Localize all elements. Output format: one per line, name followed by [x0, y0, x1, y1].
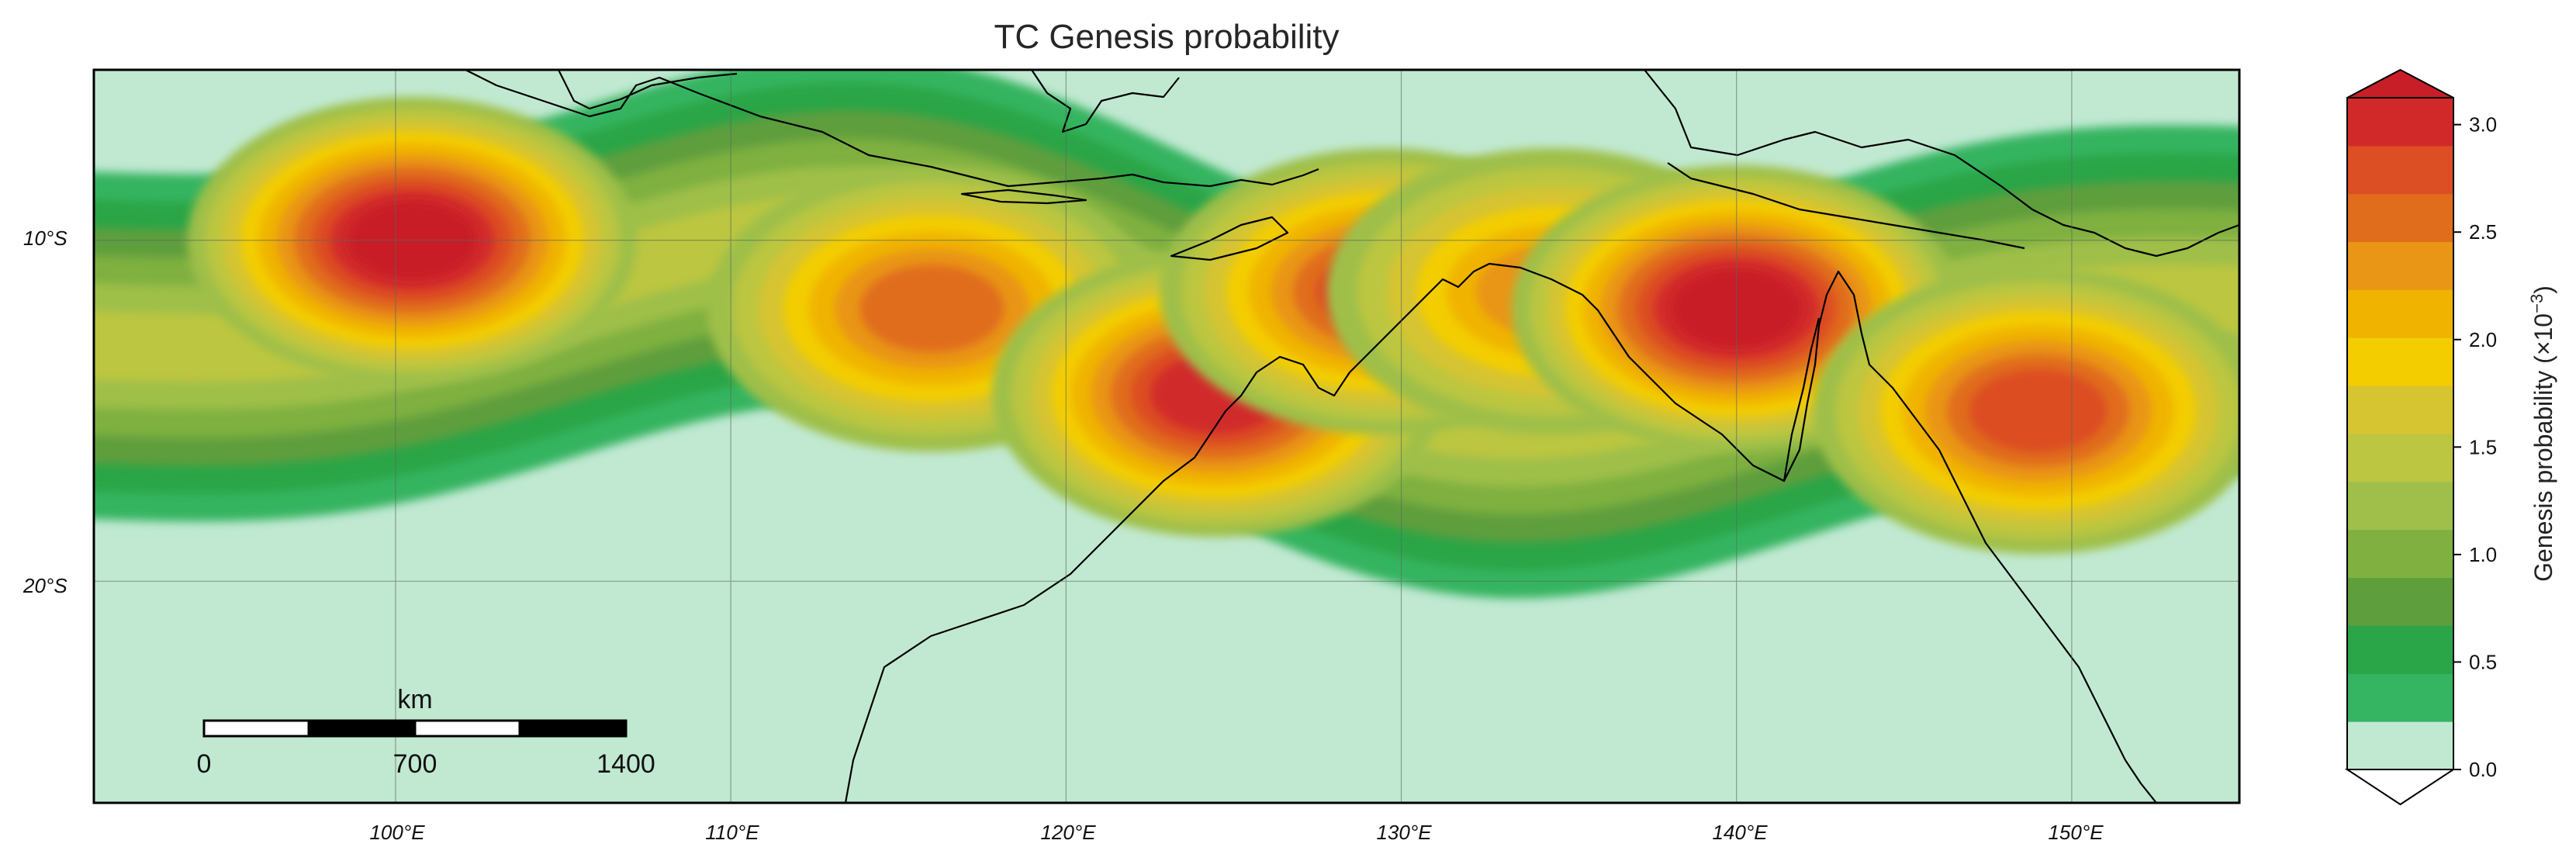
- colorbar-swatch-12: [2347, 145, 2453, 195]
- colorbar-extend-bottom: [2344, 769, 2457, 806]
- colorbar-swatch-5: [2347, 481, 2453, 531]
- lat-tick-10s: 10°S: [23, 227, 67, 250]
- scale-bar-label-700: 700: [393, 749, 437, 779]
- colorbar-tick-label-2: 1.0: [2469, 543, 2497, 566]
- lon-tick-150e: 150°E: [2048, 821, 2104, 844]
- lat-tick-20s: 20°S: [22, 574, 67, 597]
- colorbar-swatch-10: [2347, 241, 2453, 290]
- scale-bar-segment-4: [518, 719, 628, 738]
- scale-bar-segment-2: [307, 719, 417, 738]
- lon-tick-110e: 110°E: [705, 821, 759, 844]
- colorbar-label: Genesis probability (×10−3): [2527, 285, 2558, 582]
- colorbar-extend-top: [2346, 68, 2454, 99]
- colorbar: 0.0 0.5 1.0 1.5 2.0 2.5 3.0 Genesis probabilit…: [2344, 68, 2558, 806]
- map-panel[interactable]: km 0 700 1400 100°E 110°E 120°E 130°E 14…: [22, 55, 2306, 844]
- colorbar-swatch-0: [2347, 721, 2453, 770]
- colorbar-swatch-7: [2347, 386, 2453, 434]
- colorbar-swatch-9: [2347, 289, 2453, 338]
- colorbar-tick-label-0: 0.0: [2469, 758, 2497, 781]
- coastline-flores: [960, 188, 1087, 205]
- colorbar-ticks: 0.0 0.5 1.0 1.5 2.0 2.5 3.0: [2453, 113, 2497, 781]
- coastline-new-guinea-south: [1667, 162, 2025, 250]
- colorbar-swatch-6: [2347, 434, 2453, 482]
- latitude-tick-labels: 10°S 20°S: [22, 227, 67, 597]
- coastline-australia: [844, 262, 2157, 803]
- colorbar-swatch-13: [2347, 98, 2453, 147]
- colorbar-tick-label-1: 0.5: [2469, 650, 2497, 673]
- coastline-timor: [1170, 216, 1289, 261]
- hotspot-6-level-12: [1969, 368, 2107, 453]
- coastline-sundas: [465, 70, 1319, 188]
- hotspot-1-level-11: [859, 265, 1004, 353]
- longitude-tick-labels: 100°E 110°E 120°E 130°E 140°E 150°E: [369, 821, 2104, 844]
- colorbar-swatches: [2347, 98, 2453, 770]
- colorbar-swatch-3: [2347, 577, 2453, 626]
- coastline-borneo: [558, 70, 738, 110]
- coastline-new-guinea: [1644, 70, 2239, 258]
- map-title: TC Genesis probability: [994, 18, 1339, 56]
- colorbar-swatch-1: [2347, 673, 2453, 722]
- colorbar-frame: [2346, 97, 2454, 770]
- colorbar-swatch-2: [2347, 625, 2453, 674]
- scale-bar-segment-1: [202, 719, 310, 738]
- colorbar-swatch-11: [2347, 193, 2453, 243]
- colorbar-tick-label-5: 2.5: [2469, 220, 2497, 244]
- gridlines: [94, 70, 2239, 803]
- coastline-sulawesi: [1031, 70, 1180, 133]
- lon-tick-100e: 100°E: [369, 821, 425, 844]
- scale-bar-segment-3: [413, 719, 521, 738]
- coastline-cape-york: [1782, 317, 1820, 482]
- scale-bar-label-1400: 1400: [596, 749, 655, 779]
- colorbar-swatch-8: [2347, 337, 2453, 386]
- lon-tick-130e: 130°E: [1376, 821, 1432, 844]
- scale-bar-unit: km: [397, 685, 432, 714]
- coastlines: [465, 70, 2239, 803]
- lon-tick-140e: 140°E: [1712, 821, 1768, 844]
- scale-bar: km 0 700 1400: [197, 685, 655, 779]
- colorbar-tick-label-3: 1.5: [2469, 435, 2497, 458]
- colorbar-swatch-4: [2347, 529, 2453, 579]
- lon-tick-120e: 120°E: [1040, 821, 1096, 844]
- scale-bar-label-0: 0: [197, 749, 212, 779]
- map-frame: [92, 68, 2241, 804]
- colorbar-tick-label-4: 2.0: [2469, 328, 2497, 351]
- colorbar-tick-label-6: 3.0: [2469, 113, 2497, 137]
